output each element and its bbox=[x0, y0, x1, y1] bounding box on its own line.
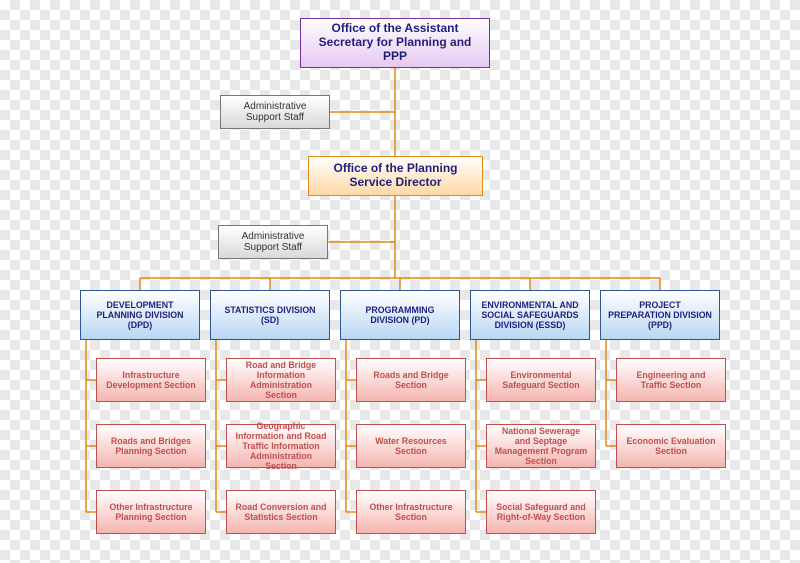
section-box: Other Infrastructure Section bbox=[356, 490, 466, 534]
division-sd: STATISTICS DIVISION (SD) bbox=[210, 290, 330, 340]
connectors bbox=[0, 0, 800, 563]
section-box: Social Safeguard and Right-of-Way Sectio… bbox=[486, 490, 596, 534]
section-box: Infrastructure Development Section bbox=[96, 358, 206, 402]
section-box: National Sewerage and Septage Management… bbox=[486, 424, 596, 468]
director-node: Office of the Planning Service Director bbox=[308, 156, 483, 196]
division-dpd: DEVELOPMENT PLANNING DIVISION (DPD) bbox=[80, 290, 200, 340]
admin-support-1: Administrative Support Staff bbox=[220, 95, 330, 129]
section-box: Environmental Safeguard Section bbox=[486, 358, 596, 402]
section-box: Road and Bridge Information Administrati… bbox=[226, 358, 336, 402]
section-box: Economic Evaluation Section bbox=[616, 424, 726, 468]
section-box: Engineering and Traffic Section bbox=[616, 358, 726, 402]
section-box: Road Conversion and Statistics Section bbox=[226, 490, 336, 534]
division-essd: ENVIRONMENTAL AND SOCIAL SAFEGUARDS DIVI… bbox=[470, 290, 590, 340]
division-ppd: PROJECT PREPARATION DIVISION (PPD) bbox=[600, 290, 720, 340]
division-pd: PROGRAMMING DIVISION (PD) bbox=[340, 290, 460, 340]
section-box: Water Resources Section bbox=[356, 424, 466, 468]
admin-support-2: Administrative Support Staff bbox=[218, 225, 328, 259]
section-box: Geographic Information and Road Traffic … bbox=[226, 424, 336, 468]
root-node: Office of the Assistant Secretary for Pl… bbox=[300, 18, 490, 68]
section-box: Other Infrastructure Planning Section bbox=[96, 490, 206, 534]
section-box: Roads and Bridge Section bbox=[356, 358, 466, 402]
section-box: Roads and Bridges Planning Section bbox=[96, 424, 206, 468]
